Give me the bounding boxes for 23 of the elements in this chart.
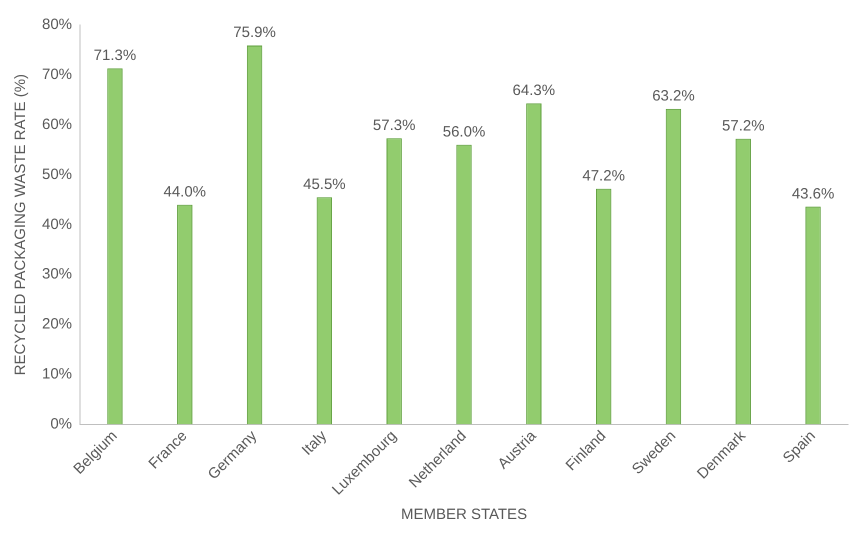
- y-tick-label: 50%: [42, 166, 72, 183]
- data-label: 71.3%: [94, 47, 136, 64]
- y-tick-label: 70%: [42, 66, 72, 84]
- y-axis-title: RECYCLED PACKAGING WASTE RATE (%): [12, 74, 30, 376]
- data-label: 64.3%: [512, 82, 556, 100]
- y-tick-label: 60%: [42, 116, 72, 133]
- data-label: 47.2%: [582, 167, 625, 184]
- data-label: 63.2%: [652, 87, 695, 104]
- data-label: 57.3%: [372, 116, 416, 134]
- data-label: 56.0%: [442, 123, 486, 140]
- y-tick-label: 30%: [42, 266, 72, 283]
- data-label: 44.0%: [163, 183, 206, 200]
- data-label: 45.5%: [303, 176, 346, 193]
- y-tick-label: 0%: [50, 415, 72, 432]
- y-tick-label: 80%: [42, 16, 72, 34]
- x-tick-label: Italy: [298, 427, 330, 459]
- data-label: 75.9%: [233, 24, 276, 42]
- y-tick-label: 10%: [42, 366, 72, 383]
- y-tick-label: 40%: [42, 216, 72, 233]
- y-tick-label: 20%: [42, 316, 72, 333]
- data-label: 57.2%: [722, 117, 765, 134]
- data-label: 43.6%: [792, 185, 834, 202]
- x-axis-title: MEMBER STATES: [400, 506, 528, 524]
